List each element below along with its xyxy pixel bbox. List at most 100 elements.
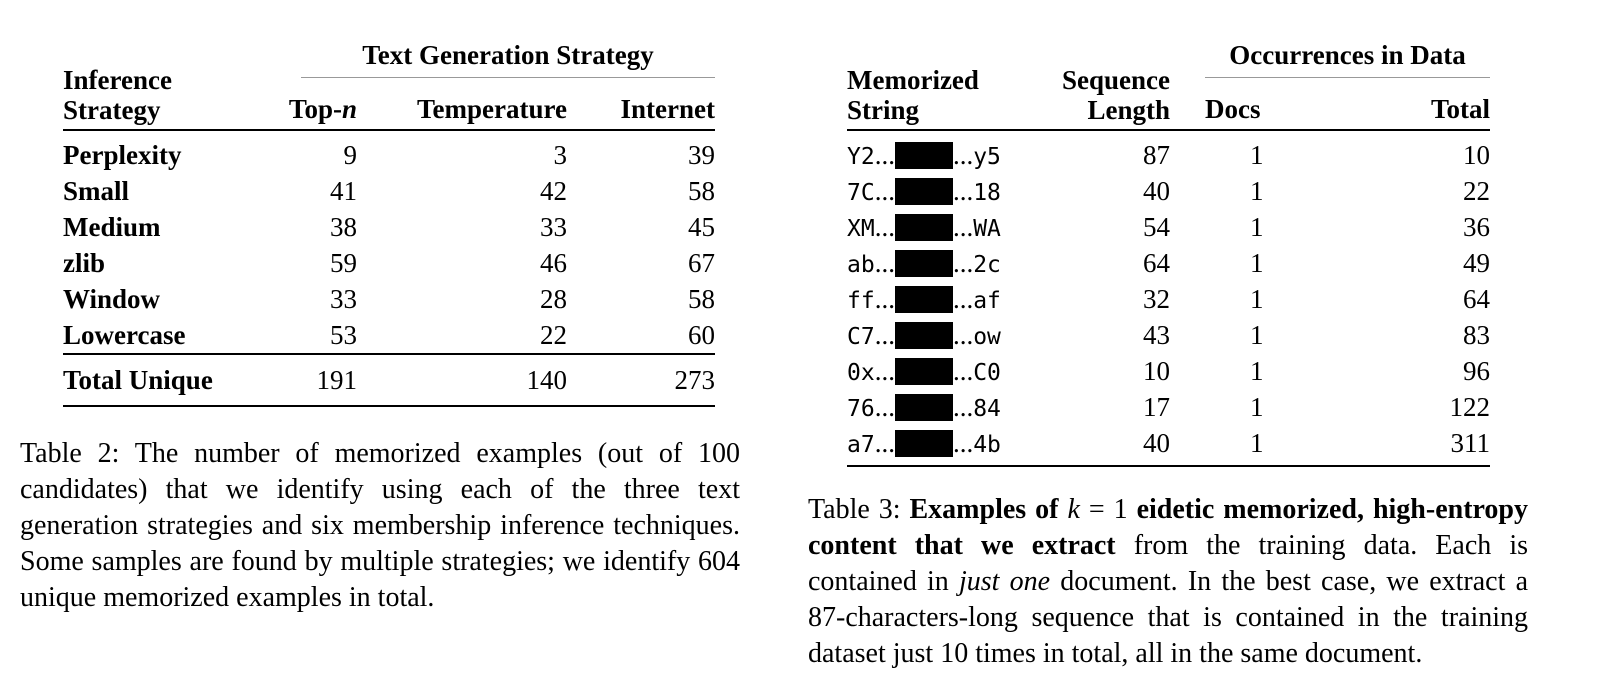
total-cell: 36 xyxy=(1463,211,1490,242)
ellipsis: ... xyxy=(874,211,895,242)
caption-emph: just one xyxy=(959,566,1051,597)
ellipsis: ... xyxy=(874,427,895,458)
table-row: C7... ...ow 43 1 83 xyxy=(847,317,1490,353)
string-suffix: y5 xyxy=(973,143,1001,170)
table-cell: 3 xyxy=(553,139,568,170)
memorized-string-cell: XM... ...WA xyxy=(847,209,1032,245)
header-line-2: Strategy xyxy=(63,95,161,125)
ellipsis: ... xyxy=(874,139,895,170)
string-prefix: XM xyxy=(847,215,875,242)
memorized-string-cell: Y2... ...y5 xyxy=(847,130,1032,173)
total-label: Total Unique xyxy=(63,353,273,407)
row-label: Window xyxy=(63,283,161,314)
ellipsis: ... xyxy=(952,355,974,386)
memorized-string-cell: 7C... ...18 xyxy=(847,173,1032,209)
total-cell: 273 xyxy=(567,353,715,407)
ellipsis: ... xyxy=(952,427,974,458)
string-prefix: a7 xyxy=(847,431,875,458)
row-label: Lowercase xyxy=(63,319,186,350)
table-row: Window 33 28 58 xyxy=(63,281,715,317)
string-prefix: 7C xyxy=(847,179,875,206)
memorized-string-cell: 76... ...84 xyxy=(847,389,1032,425)
caption-eq: = 1 xyxy=(1079,494,1137,525)
occurrences-header-text: Occurrences in Data xyxy=(1205,40,1490,78)
col-header-total: Total xyxy=(1330,81,1490,131)
table-cell: 60 xyxy=(688,319,715,350)
total-cell: 83 xyxy=(1463,319,1490,350)
memorized-string-cell: ff... ...af xyxy=(847,281,1032,317)
docs-cell: 1 xyxy=(1250,175,1264,206)
string-prefix: ab xyxy=(847,251,875,278)
docs-cell: 1 xyxy=(1250,355,1264,386)
table-row: Small 41 42 58 xyxy=(63,173,715,209)
table-cell: 39 xyxy=(688,139,715,170)
redaction-block xyxy=(894,213,953,241)
string-suffix: 84 xyxy=(973,395,1001,422)
table-row: Medium 38 33 45 xyxy=(63,209,715,245)
inference-strategy-header: Inference Strategy xyxy=(63,34,273,131)
memorized-string-cell: a7... ...4b xyxy=(847,425,1032,467)
total-cell: 64 xyxy=(1463,283,1490,314)
caption-bold-1: Examples of xyxy=(909,494,1068,525)
total-cell: 22 xyxy=(1463,175,1490,206)
col-header-internet: Internet xyxy=(567,81,715,131)
string-suffix: C0 xyxy=(973,359,1001,386)
string-prefix: Y2 xyxy=(847,143,875,170)
caption-label: Table 3: xyxy=(808,494,901,525)
text-generation-strategy-header: Text Generation Strategy xyxy=(273,34,715,81)
docs-cell: 1 xyxy=(1250,391,1264,422)
table-3-caption: Table 3: Examples of k = 1 eidetic memor… xyxy=(808,492,1528,672)
string-suffix: ow xyxy=(973,323,1001,350)
string-suffix: 2c xyxy=(973,251,1001,278)
total-cell: 191 xyxy=(273,353,357,407)
ellipsis: ... xyxy=(874,355,895,386)
string-prefix: C7 xyxy=(847,323,875,350)
table-cell: 45 xyxy=(688,211,715,242)
docs-cell: 1 xyxy=(1250,211,1264,242)
ellipsis: ... xyxy=(874,175,895,206)
occurrences-header: Occurrences in Data xyxy=(1170,34,1490,81)
col-header-docs: Docs xyxy=(1170,81,1330,131)
docs-cell: 1 xyxy=(1170,425,1330,467)
table-row: 76... ...84 17 1 122 xyxy=(847,389,1490,425)
total-cell: 122 xyxy=(1449,391,1491,422)
redaction-block xyxy=(894,177,953,205)
sequence-length-cell: 32 xyxy=(1143,283,1170,314)
total-cell: 140 xyxy=(357,353,567,407)
table-cell: 38 xyxy=(330,211,357,242)
table-2: Inference Strategy Text Generation Strat… xyxy=(63,34,715,407)
total-cell: 10 xyxy=(1463,139,1490,170)
redaction-block xyxy=(894,429,953,457)
string-suffix: 4b xyxy=(973,431,1001,458)
memorized-string-cell: 0x... ...C0 xyxy=(847,353,1032,389)
docs-cell: 1 xyxy=(1250,283,1264,314)
table-cell: 67 xyxy=(688,247,715,278)
table-cell: 41 xyxy=(330,175,357,206)
caption-k-var: k xyxy=(1067,494,1080,525)
ellipsis: ... xyxy=(874,247,895,278)
sequence-length-cell: 43 xyxy=(1143,319,1170,350)
ellipsis: ... xyxy=(874,391,895,422)
redaction-block xyxy=(894,141,953,169)
row-label: Small xyxy=(63,175,130,206)
string-suffix: 18 xyxy=(973,179,1001,206)
table-row: XM... ...WA 54 1 36 xyxy=(847,209,1490,245)
table-cell: 53 xyxy=(330,319,357,350)
ellipsis: ... xyxy=(952,211,974,242)
caption-bold-2: eidetic memorized, high-entropy content … xyxy=(808,494,1529,561)
sequence-length-cell: 17 xyxy=(1143,391,1170,422)
string-suffix: af xyxy=(973,287,1001,314)
table-cell: 33 xyxy=(330,283,357,314)
table-row: Perplexity 9 3 39 xyxy=(63,130,715,173)
table-cell: 58 xyxy=(688,175,715,206)
ellipsis: ... xyxy=(952,175,974,206)
sequence-length-cell: 64 xyxy=(1143,247,1170,278)
string-suffix: WA xyxy=(973,215,1001,242)
sequence-length-cell: 10 xyxy=(1143,355,1170,386)
row-label: Perplexity xyxy=(63,139,182,170)
string-prefix: 0x xyxy=(847,359,875,386)
memorized-string-cell: ab... ...2c xyxy=(847,245,1032,281)
total-cell: 49 xyxy=(1463,247,1490,278)
redaction-block xyxy=(894,393,953,421)
redaction-block xyxy=(894,249,953,277)
